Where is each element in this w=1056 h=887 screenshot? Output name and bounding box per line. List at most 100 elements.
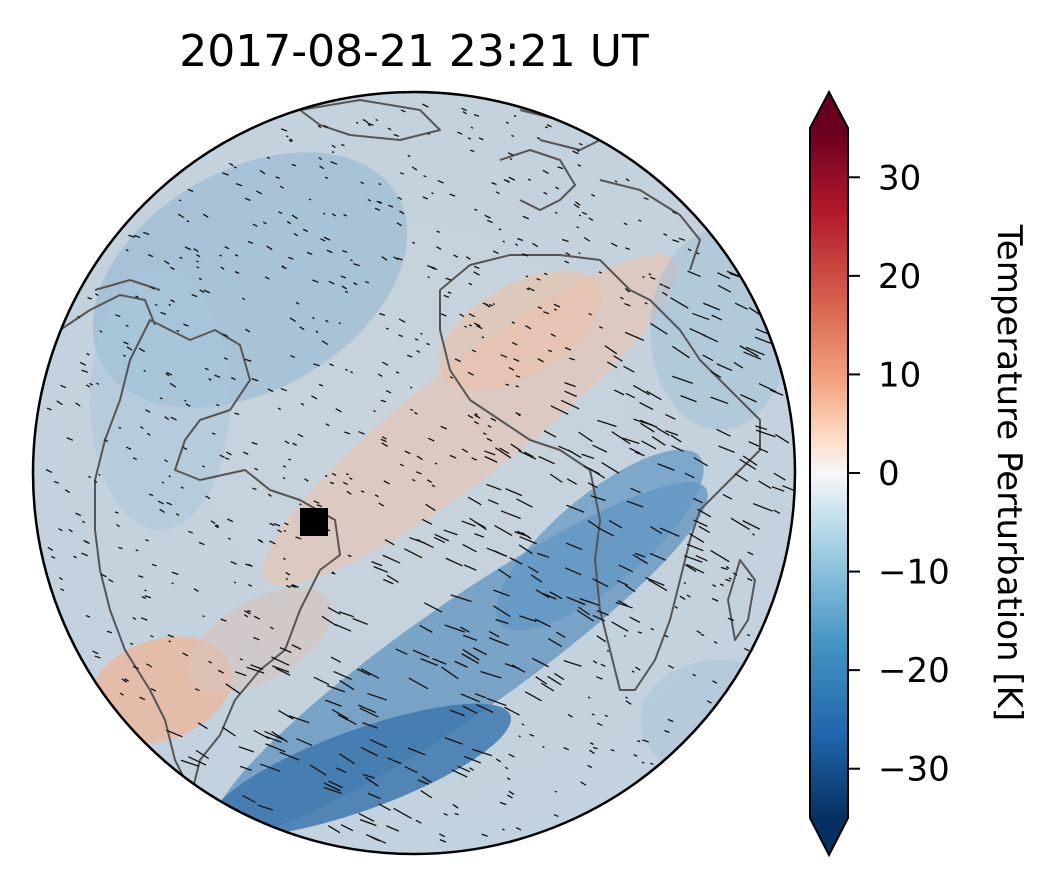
- wave-vector: [680, 395, 697, 403]
- wave-vector: [398, 318, 406, 323]
- wave-vector: [500, 510, 521, 520]
- wave-vector: [642, 739, 649, 743]
- wave-vector: [625, 392, 636, 399]
- wave-vector: [484, 214, 491, 219]
- wave-vector: [122, 354, 126, 358]
- wave-vector: [182, 446, 188, 451]
- wave-vector: [667, 664, 675, 669]
- wave-vector: [544, 126, 548, 129]
- wave-vector: [643, 197, 649, 201]
- wave-vector: [297, 433, 304, 438]
- wave-vector: [703, 302, 720, 311]
- wave-vector: [193, 588, 199, 592]
- wave-vector: [665, 413, 676, 420]
- wave-vector: [617, 599, 629, 607]
- wave-vector: [430, 266, 435, 270]
- wave-vector: [610, 242, 618, 247]
- wave-vector: [286, 220, 291, 225]
- wave-vector: [247, 240, 254, 245]
- wave-vector: [641, 440, 657, 450]
- wave-vector: [626, 289, 631, 293]
- wave-vector: [385, 327, 389, 330]
- wave-vector: [640, 419, 658, 428]
- wave-vector: [667, 718, 674, 723]
- wave-vector: [624, 584, 636, 593]
- wave-vector: [719, 583, 724, 587]
- wave-vector: [498, 228, 502, 231]
- wave-vector: [414, 338, 419, 341]
- wave-vector: [259, 169, 266, 175]
- wave-vector: [340, 824, 354, 832]
- wave-vector: [126, 346, 133, 351]
- wave-vector: [355, 121, 359, 125]
- wave-vector: [311, 395, 318, 400]
- wave-vector: [549, 473, 563, 483]
- wave-vector: [186, 220, 190, 223]
- wave-vector: [288, 256, 294, 260]
- wave-vector: [187, 756, 207, 766]
- wave-vector: [616, 579, 628, 586]
- wave-vector: [379, 312, 386, 316]
- wave-vector: [183, 323, 189, 327]
- wave-vector: [710, 549, 730, 563]
- wave-vector: [518, 735, 521, 738]
- wave-vector: [474, 521, 486, 529]
- wave-vector: [527, 178, 532, 182]
- wave-vector: [444, 737, 463, 745]
- wave-vector: [262, 221, 267, 225]
- wave-vector: [159, 508, 165, 513]
- wave-vector: [452, 803, 459, 809]
- wave-vector: [302, 228, 309, 233]
- wave-vector: [94, 293, 99, 297]
- wave-vector: [425, 503, 436, 512]
- wave-vector: [650, 525, 663, 535]
- wave-vector: [94, 480, 98, 484]
- wave-vector: [641, 761, 645, 764]
- wave-vector: [378, 182, 382, 186]
- wave-vector: [331, 151, 335, 154]
- wave-vector: [56, 400, 63, 406]
- wave-vector: [150, 286, 155, 290]
- wave-vector: [564, 390, 577, 398]
- wave-vector: [717, 284, 732, 293]
- wave-vector: [412, 649, 430, 658]
- wave-vector: [506, 777, 511, 781]
- wave-vector: [576, 149, 580, 152]
- wave-vector: [414, 411, 418, 415]
- wave-vector: [600, 663, 606, 667]
- wave-vector: [510, 443, 522, 452]
- wave-vector: [357, 668, 371, 676]
- wave-vector: [462, 705, 478, 714]
- wave-vector: [470, 149, 475, 153]
- wave-vector: [166, 371, 173, 376]
- wave-vector: [313, 363, 320, 367]
- colorbar-extend-bottom: [810, 818, 848, 855]
- wave-vector: [323, 125, 329, 129]
- wave-vector: [623, 635, 627, 638]
- wave-vector: [96, 382, 100, 385]
- wave-vector: [507, 152, 514, 156]
- wave-vector: [175, 513, 180, 516]
- wave-vector: [626, 500, 644, 508]
- wave-vector: [725, 578, 731, 582]
- wave-vector: [427, 437, 435, 442]
- wave-vector: [374, 207, 381, 211]
- wave-vector: [253, 615, 260, 620]
- wave-vector: [400, 109, 406, 113]
- wave-vector: [744, 647, 750, 652]
- wave-vector: [495, 758, 502, 763]
- wave-vector: [543, 430, 557, 438]
- wave-vector: [663, 233, 668, 236]
- wave-vector: [373, 409, 376, 413]
- wave-vector: [89, 382, 94, 386]
- wave-vector: [350, 259, 353, 262]
- wave-vector: [81, 520, 86, 524]
- wave-vector: [157, 500, 164, 505]
- wave-vector: [494, 525, 513, 537]
- wave-vector: [422, 518, 433, 525]
- wave-vector: [556, 631, 566, 638]
- wave-vector: [421, 775, 432, 784]
- wave-vector: [550, 405, 569, 415]
- wave-vector: [508, 753, 515, 758]
- wave-vector: [214, 525, 220, 529]
